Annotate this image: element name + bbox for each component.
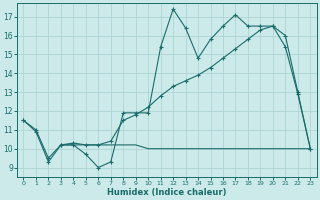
- X-axis label: Humidex (Indice chaleur): Humidex (Indice chaleur): [107, 188, 227, 197]
